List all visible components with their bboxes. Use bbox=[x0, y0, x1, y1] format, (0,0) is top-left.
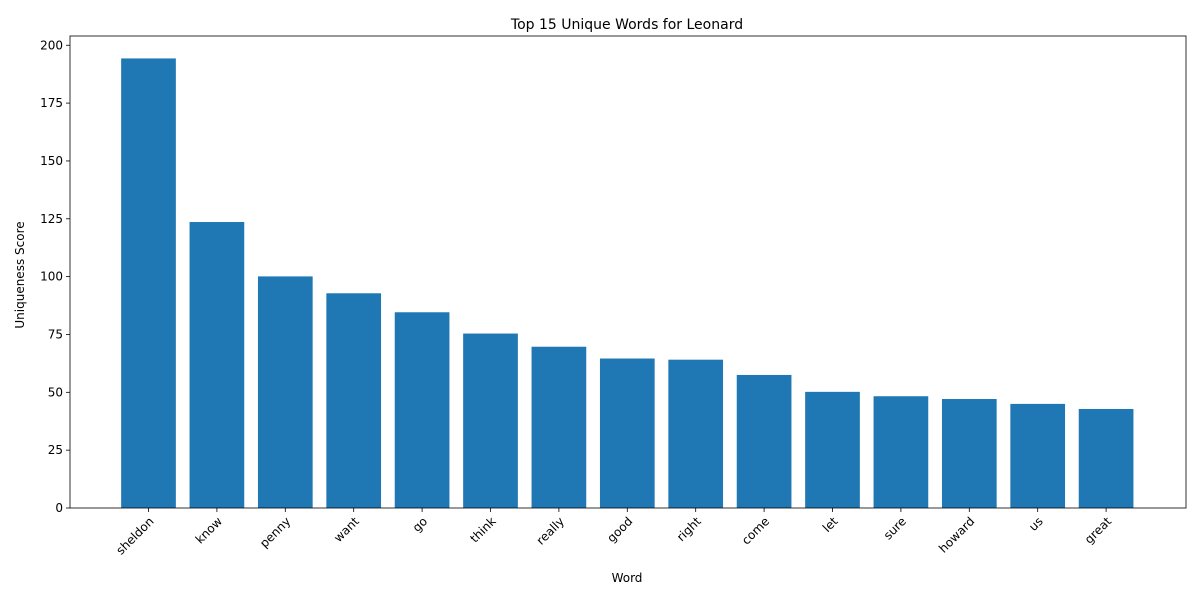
y-tick-label: 200 bbox=[40, 38, 63, 52]
bar-really bbox=[531, 346, 587, 508]
y-tick-label: 150 bbox=[40, 154, 63, 168]
y-tick-label: 50 bbox=[48, 385, 63, 399]
y-tick-label: 175 bbox=[40, 96, 63, 110]
x-tick-label: us bbox=[1026, 514, 1046, 534]
bar-sure bbox=[873, 396, 929, 508]
plot-area: 0 25 50 75 100 125 150 175 200 sheldon know penny wa… bbox=[40, 35, 1187, 557]
bar-us bbox=[1010, 403, 1066, 508]
x-tick-label: come bbox=[739, 514, 772, 547]
bar-know bbox=[189, 222, 245, 508]
y-tick-label: 100 bbox=[40, 270, 63, 284]
bar-think bbox=[463, 333, 518, 508]
y-tick-label: 25 bbox=[48, 443, 63, 457]
bar-come bbox=[736, 374, 792, 508]
chart-title: Top 15 Unique Words for Leonard bbox=[510, 17, 743, 33]
bar-great bbox=[1078, 408, 1134, 508]
x-tick-label: howard bbox=[936, 514, 977, 555]
x-tick-label: sure bbox=[881, 514, 909, 542]
x-tick-label: great bbox=[1082, 514, 1115, 547]
bar-right bbox=[668, 359, 724, 508]
bar-howard bbox=[941, 399, 997, 508]
bar-let bbox=[805, 391, 860, 508]
x-tick-label: penny bbox=[257, 514, 293, 550]
bar-go bbox=[394, 312, 450, 508]
x-tick-label: think bbox=[467, 514, 498, 545]
x-tick-label: know bbox=[193, 514, 225, 546]
bar-penny bbox=[257, 276, 313, 508]
x-tick-label: good bbox=[604, 514, 635, 545]
bar-good bbox=[599, 358, 655, 508]
x-tick-label: let bbox=[820, 514, 841, 535]
y-axis-label: Uniqueness Score bbox=[13, 221, 27, 328]
y-tick-label: 0 bbox=[55, 501, 63, 515]
x-tick-label: right bbox=[674, 514, 704, 544]
x-tick-label: really bbox=[534, 514, 567, 547]
x-tick-label: sheldon bbox=[113, 514, 156, 557]
x-axis-label: Word bbox=[612, 571, 643, 585]
x-tick-label: want bbox=[331, 514, 362, 545]
x-tick-label: go bbox=[410, 514, 430, 534]
bar-sheldon bbox=[121, 58, 176, 508]
y-tick-label: 75 bbox=[48, 327, 63, 341]
y-tick-label: 125 bbox=[40, 212, 63, 226]
bar-want bbox=[326, 293, 382, 508]
axes-frame bbox=[69, 35, 1187, 509]
